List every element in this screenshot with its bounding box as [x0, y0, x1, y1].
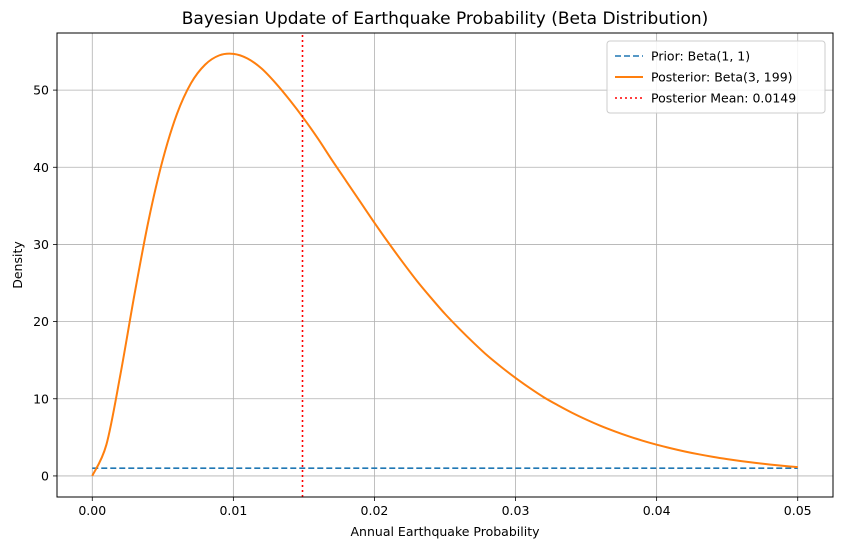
- series-layer: [91, 33, 798, 497]
- y-tick-label: 10: [33, 391, 49, 406]
- x-axis-label: Annual Earthquake Probability: [351, 524, 541, 539]
- x-tick-label: 0.01: [219, 503, 247, 518]
- x-tick-label: 0.02: [361, 503, 389, 518]
- ticks: 0.00 0.01 0.02 0.03 0.04 0.05 0 10 20 30 40 50: [33, 83, 812, 518]
- y-axis-label: Density: [10, 241, 25, 289]
- legend-label-2: Posterior Mean: 0.0149: [651, 91, 796, 106]
- legend-label-1: Posterior: Beta(3, 199): [651, 70, 793, 85]
- x-tick-label: 0.00: [78, 503, 106, 518]
- legend-label-0: Prior: Beta(1, 1): [651, 49, 750, 64]
- y-tick-label: 50: [33, 83, 49, 98]
- grid: [57, 33, 833, 497]
- y-tick-label: 20: [33, 314, 49, 329]
- series-line-1: [91, 52, 798, 477]
- plot-frame: [56, 32, 834, 498]
- y-tick-label: 30: [33, 237, 49, 252]
- legend-box: [606, 40, 826, 114]
- chart-title: Bayesian Update of Earthquake Probabilit…: [182, 9, 709, 29]
- legend: Prior: Beta(1, 1) Posterior: Beta(3, 199)…: [606, 40, 826, 114]
- x-tick-label: 0.03: [502, 503, 530, 518]
- x-tick-label: 0.05: [784, 503, 812, 518]
- y-tick-label: 40: [33, 160, 49, 175]
- y-tick-label: 0: [41, 468, 49, 483]
- x-tick-label: 0.04: [643, 503, 671, 518]
